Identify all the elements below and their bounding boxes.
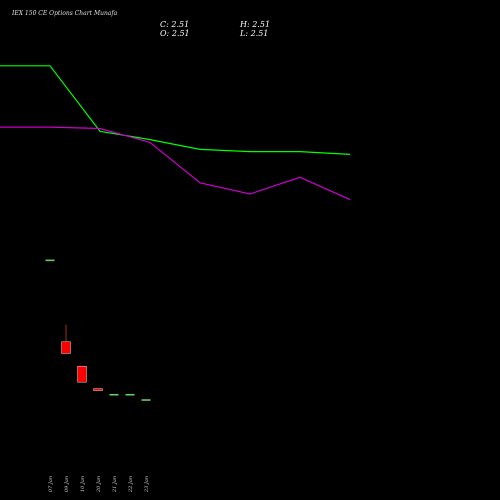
x-tick-label: 10 Jan bbox=[80, 476, 86, 492]
x-tick-label: 23 Jan bbox=[144, 476, 150, 493]
close-label: C: bbox=[160, 20, 169, 29]
low-value: 2.51 bbox=[250, 29, 269, 38]
low-label: L: bbox=[240, 29, 249, 38]
x-tick-label: 21 Jan bbox=[112, 476, 118, 493]
ma-line-2 bbox=[0, 126, 351, 201]
x-tick-label: 07 Jan bbox=[48, 476, 54, 492]
high-label: H: bbox=[240, 20, 250, 29]
chart-title: IEX 150 CE Options Chart Munafa bbox=[12, 10, 118, 17]
x-tick-label: 09 Jan bbox=[64, 476, 70, 492]
high-readout: H: 2.51 bbox=[240, 20, 270, 29]
open-value: 2.51 bbox=[171, 29, 190, 38]
x-tick-label: 20 Jan bbox=[96, 476, 102, 493]
open-readout: O: 2.51 bbox=[160, 29, 190, 38]
low-readout: L: 2.51 bbox=[240, 29, 268, 38]
close-readout: C: 2.51 bbox=[160, 20, 189, 29]
candle-1 bbox=[61, 341, 71, 354]
candle-2 bbox=[77, 366, 87, 383]
x-tick-label: 22 Jan bbox=[128, 476, 134, 493]
candle-3 bbox=[93, 388, 103, 391]
close-value: 2.51 bbox=[171, 20, 190, 29]
open-label: O: bbox=[160, 29, 170, 38]
ma-line-1 bbox=[0, 65, 351, 155]
high-value: 2.51 bbox=[252, 20, 271, 29]
